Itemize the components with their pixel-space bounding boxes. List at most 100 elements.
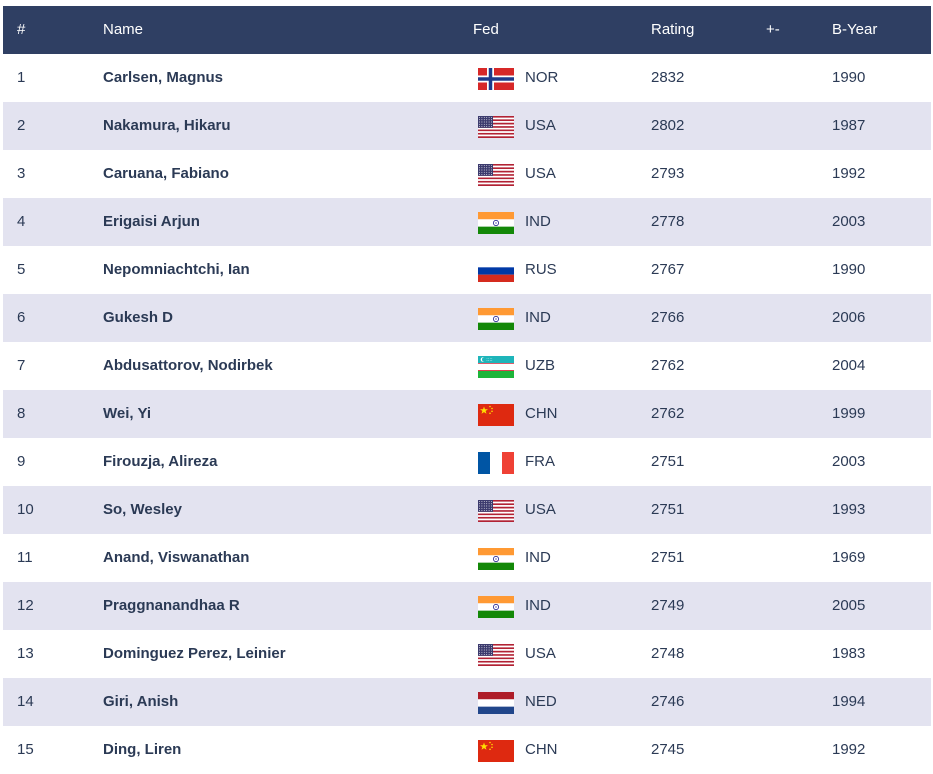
birth-year-cell: 2005	[832, 597, 866, 614]
player-name-link[interactable]: Firouzja, Alireza	[103, 453, 218, 470]
federation-cell: USA	[525, 501, 556, 518]
usa-flag-icon	[478, 644, 514, 666]
player-name-link[interactable]: Gukesh D	[103, 309, 174, 326]
china-flag-icon	[478, 740, 514, 762]
india-flag-icon	[478, 548, 514, 570]
table-row[interactable]: 2 Nakamura, Hikaru USA 2802 1987	[3, 102, 931, 150]
player-name-link[interactable]: Dominguez Perez, Leinier	[103, 645, 286, 662]
rank-cell: 6	[17, 309, 26, 326]
player-name-link[interactable]: Carlsen, Magnus	[103, 69, 224, 86]
rating-cell: 2751	[651, 549, 685, 566]
player-name-link[interactable]: Nepomniachtchi, Ian	[103, 261, 250, 278]
usa-flag-icon	[478, 164, 514, 186]
rating-cell: 2832	[651, 69, 685, 86]
table-row[interactable]: 13 Dominguez Perez, Leinier USA 2748 1983	[3, 630, 931, 678]
player-name-link[interactable]: Erigaisi Arjun	[103, 213, 200, 230]
table-header-row: # Name Fed Rating +- B-Year	[3, 6, 931, 54]
table-row[interactable]: 4 Erigaisi Arjun IND 2778 2003	[3, 198, 931, 246]
rating-cell: 2746	[651, 693, 685, 710]
india-flag-icon	[478, 308, 514, 330]
player-name-link[interactable]: Praggnanandhaa R	[103, 597, 240, 614]
header-rank[interactable]: #	[17, 21, 26, 38]
birth-year-cell: 1990	[832, 261, 866, 278]
header-byear[interactable]: B-Year	[832, 21, 878, 38]
birth-year-cell: 1993	[832, 501, 866, 518]
birth-year-cell: 2004	[832, 357, 866, 374]
player-name-link[interactable]: Wei, Yi	[103, 405, 152, 422]
federation-cell: UZB	[525, 357, 555, 374]
table-row[interactable]: 6 Gukesh D IND 2766 2006	[3, 294, 931, 342]
federation-cell: IND	[525, 213, 551, 230]
player-name-link[interactable]: Caruana, Fabiano	[103, 165, 229, 182]
header-delta[interactable]: +-	[766, 21, 780, 38]
table-row[interactable]: 10 So, Wesley USA 2751 1993	[3, 486, 931, 534]
birth-year-cell: 1969	[832, 549, 866, 566]
india-flag-icon	[478, 596, 514, 618]
federation-cell: IND	[525, 309, 551, 326]
player-name-link[interactable]: Anand, Viswanathan	[103, 549, 250, 566]
header-fed[interactable]: Fed	[473, 21, 499, 38]
table-row[interactable]: 3 Caruana, Fabiano USA 2793 1992	[3, 150, 931, 198]
player-name-link[interactable]: Giri, Anish	[103, 693, 179, 710]
birth-year-cell: 1992	[832, 165, 866, 182]
usa-flag-icon	[478, 116, 514, 138]
rating-cell: 2778	[651, 213, 685, 230]
india-flag-icon	[478, 212, 514, 234]
rating-cell: 2762	[651, 357, 685, 374]
birth-year-cell: 2006	[832, 309, 866, 326]
table-row[interactable]: 8 Wei, Yi CHN 2762 1999	[3, 390, 931, 438]
player-name-link[interactable]: Nakamura, Hikaru	[103, 117, 231, 134]
rating-cell: 2766	[651, 309, 685, 326]
table-row[interactable]: 9 Firouzja, Alireza FRA 2751 2003	[3, 438, 931, 486]
russia-flag-icon	[478, 260, 514, 282]
table-row[interactable]: 14 Giri, Anish NED 2746 1994	[3, 678, 931, 726]
header-rating[interactable]: Rating	[651, 21, 695, 38]
rating-cell: 2748	[651, 645, 685, 662]
france-flag-icon	[478, 452, 514, 474]
rank-cell: 11	[17, 549, 33, 566]
table-row[interactable]: 11 Anand, Viswanathan IND 2751 1969	[3, 534, 931, 582]
table-row[interactable]: 7 Abdusattorov, Nodirbek UZB 2762 2004	[3, 342, 931, 390]
rank-cell: 8	[17, 405, 26, 422]
table-row[interactable]: 12 Praggnanandhaa R IND 2749 2005	[3, 582, 931, 630]
rankings-table: # Name Fed Rating +- B-Year 1 Carlsen, Ma…	[3, 6, 931, 774]
birth-year-cell: 2003	[832, 213, 866, 230]
rank-cell: 14	[17, 693, 34, 710]
usa-flag-icon	[478, 500, 514, 522]
federation-cell: FRA	[525, 453, 555, 470]
rank-cell: 9	[17, 453, 26, 470]
rank-cell: 1	[17, 69, 26, 86]
rank-cell: 2	[17, 117, 26, 134]
birth-year-cell: 1999	[832, 405, 866, 422]
rank-cell: 4	[17, 213, 26, 230]
rating-cell: 2767	[651, 261, 685, 278]
rank-cell: 3	[17, 165, 26, 182]
player-name-link[interactable]: Ding, Liren	[103, 741, 182, 758]
table-row[interactable]: 15 Ding, Liren CHN 2745 1992	[3, 726, 931, 774]
player-name-link[interactable]: So, Wesley	[103, 501, 182, 518]
header-name[interactable]: Name	[103, 21, 144, 38]
rating-cell: 2749	[651, 597, 685, 614]
federation-cell: NOR	[525, 69, 559, 86]
rating-cell: 2802	[651, 117, 685, 134]
birth-year-cell: 1994	[832, 693, 866, 710]
birth-year-cell: 1992	[832, 741, 866, 758]
federation-cell: NED	[525, 693, 557, 710]
rating-cell: 2762	[651, 405, 685, 422]
rating-cell: 2751	[651, 501, 685, 518]
table-row[interactable]: 1 Carlsen, Magnus NOR 2832 1990	[3, 54, 931, 102]
federation-cell: USA	[525, 645, 556, 662]
rank-cell: 10	[17, 501, 34, 518]
netherlands-flag-icon	[478, 692, 514, 714]
table-row[interactable]: 5 Nepomniachtchi, Ian RUS 2767 1990	[3, 246, 931, 294]
birth-year-cell: 1983	[832, 645, 866, 662]
player-name-link[interactable]: Abdusattorov, Nodirbek	[103, 357, 273, 374]
uzbekistan-flag-icon	[478, 356, 514, 378]
federation-cell: IND	[525, 549, 551, 566]
rank-cell: 13	[17, 645, 34, 662]
birth-year-cell: 1990	[832, 69, 866, 86]
federation-cell: IND	[525, 597, 551, 614]
rank-cell: 15	[17, 741, 34, 758]
rating-cell: 2751	[651, 453, 685, 470]
birth-year-cell: 2003	[832, 453, 866, 470]
